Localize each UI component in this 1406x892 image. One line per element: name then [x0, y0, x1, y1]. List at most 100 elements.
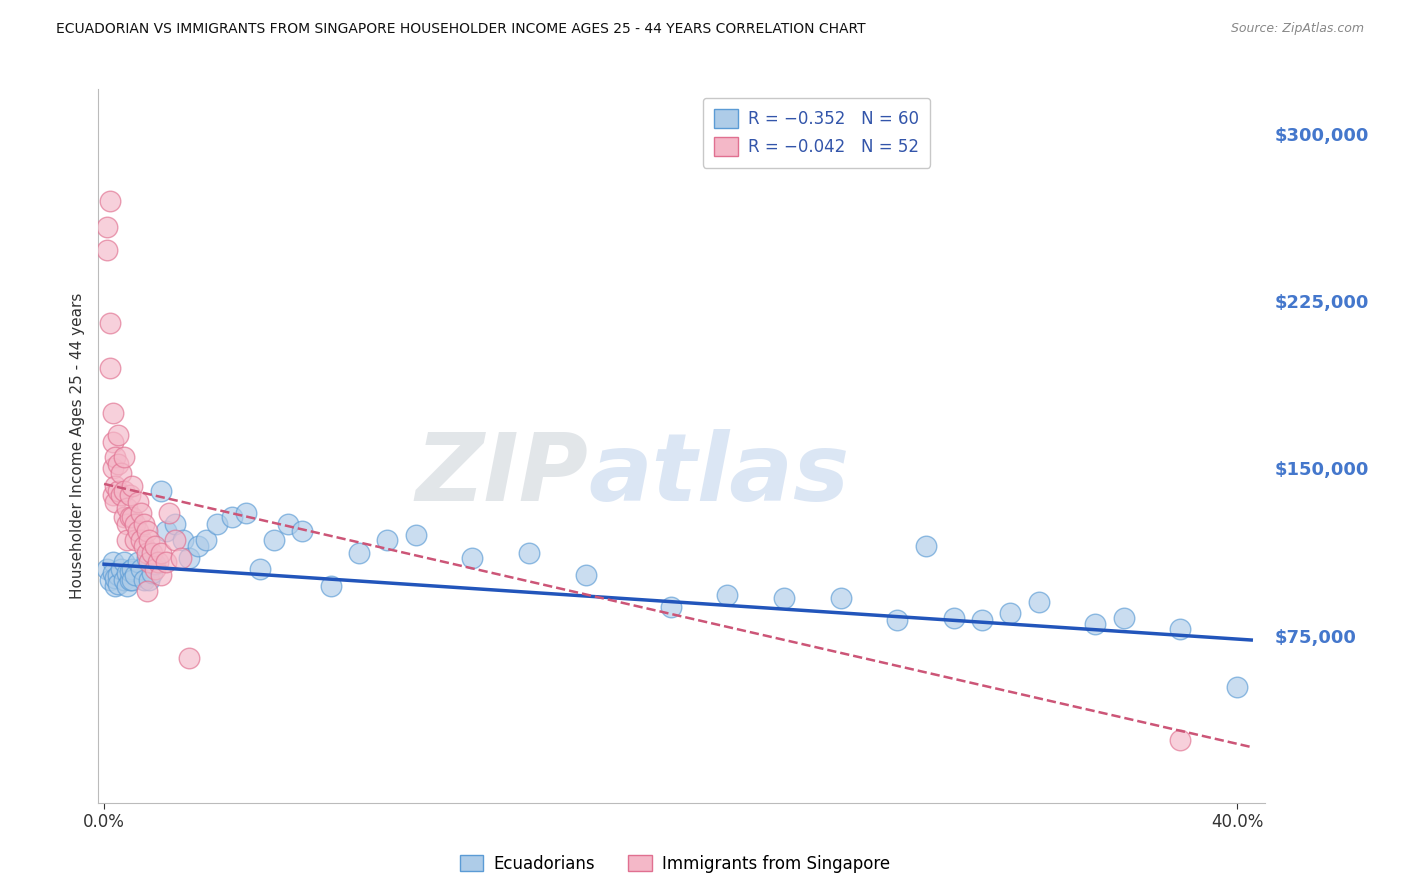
Point: [1112, 610, 1135, 624]
Point: [96, 243, 118, 257]
Point: [115, 517, 138, 532]
Text: ZIP: ZIP: [416, 428, 589, 521]
Point: [163, 533, 186, 547]
Point: [405, 528, 427, 542]
Legend: R = −0.352   N = 60, R = −0.042   N = 52: R = −0.352 N = 60, R = −0.042 N = 52: [703, 97, 931, 168]
Point: [104, 450, 127, 464]
Point: [124, 533, 146, 547]
Point: [138, 573, 160, 587]
Point: [1170, 622, 1192, 636]
Point: [347, 546, 370, 560]
Point: [127, 555, 149, 569]
Point: [112, 573, 135, 587]
Point: [207, 517, 229, 532]
Point: [942, 610, 965, 624]
Point: [129, 562, 152, 576]
Point: [235, 506, 257, 520]
Text: ECUADORIAN VS IMMIGRANTS FROM SINGAPORE HOUSEHOLDER INCOME AGES 25 - 44 YEARS CO: ECUADORIAN VS IMMIGRANTS FROM SINGAPORE …: [56, 22, 866, 37]
Point: [112, 450, 135, 464]
Point: [149, 483, 172, 498]
Point: [104, 494, 127, 508]
Point: [110, 488, 132, 502]
Point: [101, 488, 124, 502]
Y-axis label: Householder Income Ages 25 - 44 years: Householder Income Ages 25 - 44 years: [69, 293, 84, 599]
Point: [141, 546, 163, 560]
Point: [121, 562, 143, 576]
Point: [115, 501, 138, 516]
Point: [1084, 617, 1107, 632]
Point: [129, 533, 152, 547]
Point: [157, 506, 180, 520]
Point: [115, 533, 138, 547]
Point: [221, 510, 243, 524]
Point: [127, 494, 149, 508]
Point: [101, 461, 124, 475]
Point: [135, 583, 157, 598]
Point: [138, 533, 160, 547]
Point: [115, 566, 138, 580]
Point: [169, 550, 191, 565]
Point: [107, 483, 129, 498]
Point: [110, 562, 132, 576]
Point: [149, 568, 172, 582]
Point: [143, 539, 166, 553]
Point: [98, 573, 121, 587]
Point: [132, 517, 155, 532]
Point: [143, 557, 166, 572]
Point: [98, 316, 121, 330]
Point: [112, 555, 135, 569]
Text: Source: ZipAtlas.com: Source: ZipAtlas.com: [1230, 22, 1364, 36]
Point: [141, 566, 163, 580]
Point: [118, 564, 141, 578]
Point: [143, 562, 166, 576]
Point: [1170, 733, 1192, 747]
Point: [101, 434, 124, 449]
Point: [96, 562, 118, 576]
Point: [112, 483, 135, 498]
Point: [155, 524, 177, 538]
Point: [135, 524, 157, 538]
Point: [118, 510, 141, 524]
Point: [132, 573, 155, 587]
Point: [107, 427, 129, 442]
Point: [517, 546, 540, 560]
Point: [146, 555, 169, 569]
Point: [129, 506, 152, 520]
Point: [121, 510, 143, 524]
Point: [972, 613, 994, 627]
Point: [155, 555, 177, 569]
Point: [716, 589, 738, 603]
Point: [96, 220, 118, 235]
Point: [263, 533, 285, 547]
Point: [177, 651, 200, 665]
Point: [149, 546, 172, 560]
Point: [124, 568, 146, 582]
Point: [886, 613, 908, 627]
Point: [112, 510, 135, 524]
Point: [249, 562, 271, 576]
Point: [163, 517, 186, 532]
Point: [98, 360, 121, 375]
Point: [135, 546, 157, 560]
Text: atlas: atlas: [589, 428, 849, 521]
Point: [98, 194, 121, 208]
Point: [127, 524, 149, 538]
Point: [659, 599, 682, 614]
Point: [104, 571, 127, 585]
Point: [124, 517, 146, 532]
Point: [101, 555, 124, 569]
Point: [177, 550, 200, 565]
Point: [104, 479, 127, 493]
Point: [118, 573, 141, 587]
Point: [107, 457, 129, 471]
Point: [773, 591, 796, 605]
Point: [1226, 680, 1249, 694]
Point: [319, 580, 342, 594]
Point: [107, 568, 129, 582]
Point: [187, 539, 209, 553]
Point: [107, 577, 129, 591]
Legend: Ecuadorians, Immigrants from Singapore: Ecuadorians, Immigrants from Singapore: [453, 848, 897, 880]
Point: [830, 591, 852, 605]
Point: [135, 550, 157, 565]
Point: [104, 580, 127, 594]
